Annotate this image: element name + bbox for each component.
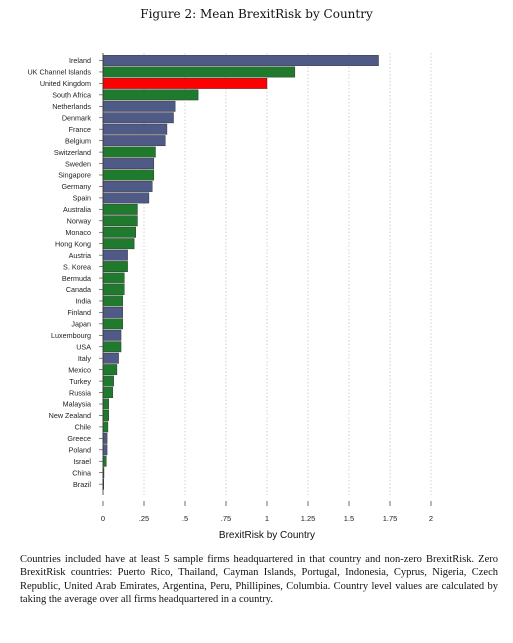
x-tick-label: .75 — [221, 514, 231, 523]
bar — [102, 135, 166, 147]
bar — [102, 410, 109, 421]
bar — [102, 421, 109, 433]
category-label: Italy — [78, 354, 92, 363]
category-label: Germany — [61, 182, 91, 191]
category-label: Japan — [71, 320, 91, 329]
bar — [102, 455, 107, 467]
category-label: United Kingdom — [40, 79, 91, 88]
category-label: Mexico — [68, 365, 91, 374]
category-label: Monaco — [65, 228, 91, 237]
bar — [102, 238, 135, 250]
bar — [102, 284, 125, 295]
bar — [102, 123, 168, 135]
category-label: Denmark — [62, 113, 92, 122]
bar — [102, 387, 114, 398]
x-tick-label: 2 — [429, 514, 433, 523]
category-label: Finland — [67, 308, 91, 317]
bar — [102, 100, 176, 112]
category-label: France — [69, 125, 91, 134]
bar — [102, 158, 155, 169]
category-label: India — [75, 297, 91, 306]
category-label: Chile — [75, 423, 91, 432]
category-label: Sweden — [65, 159, 91, 168]
bar — [102, 55, 379, 66]
bar — [102, 272, 125, 284]
category-label: Canada — [66, 285, 91, 294]
bar — [102, 329, 122, 341]
category-label: Greece — [67, 434, 91, 443]
x-tick-label: .5 — [182, 514, 188, 523]
x-tick-label: 1.5 — [344, 514, 354, 523]
x-tick-label: .25 — [139, 514, 149, 523]
category-label: S. Korea — [63, 262, 91, 271]
category-label: Netherlands — [52, 102, 91, 111]
x-tick-label: 1.25 — [301, 514, 316, 523]
category-label: Poland — [69, 446, 91, 455]
bar — [102, 226, 136, 238]
bar — [102, 398, 109, 410]
bar — [102, 307, 123, 318]
figure-title: Figure 2: Mean BrexitRisk by Country — [140, 7, 373, 21]
category-label: China — [72, 468, 91, 477]
x-tick-label: 1 — [265, 514, 269, 523]
figure-caption: Countries included have at least 5 sampl… — [20, 554, 498, 605]
x-tick-label: 0 — [101, 514, 105, 523]
category-label: USA — [76, 342, 91, 351]
bar — [102, 77, 268, 89]
bar — [102, 375, 114, 387]
bar — [102, 352, 119, 364]
bar — [102, 444, 108, 456]
category-label: New Zealand — [49, 411, 91, 420]
category-label: Austria — [69, 251, 91, 260]
bar — [102, 146, 156, 158]
category-label: Switzerland — [54, 148, 91, 157]
category-label: Ireland — [69, 56, 91, 65]
category-label: Belgium — [65, 136, 91, 145]
category-label: Hong Kong — [55, 239, 91, 248]
bar — [102, 215, 138, 227]
category-label: Israel — [73, 457, 91, 466]
bar — [102, 112, 174, 124]
category-label: Luxembourg — [51, 331, 91, 340]
category-label: Malaysia — [63, 400, 91, 409]
category-label: South Africa — [52, 91, 91, 100]
bar — [102, 169, 155, 181]
bar — [102, 249, 128, 261]
bar — [102, 66, 296, 78]
category-label: UK Channel Islands — [27, 68, 91, 77]
bar — [102, 295, 123, 307]
category-label: Singapore — [58, 171, 91, 180]
bar — [102, 341, 122, 353]
bar — [102, 203, 138, 215]
x-axis-label: BrexitRisk by Country — [219, 530, 315, 541]
bar — [102, 364, 118, 376]
bar — [102, 89, 199, 101]
category-label: Turkey — [69, 377, 91, 386]
category-label: Bermuda — [62, 274, 91, 283]
category-label: Spain — [73, 194, 91, 203]
bar — [102, 318, 123, 330]
category-label: Norway — [67, 217, 92, 226]
bar — [102, 432, 108, 444]
bar — [102, 192, 150, 204]
category-label: Australia — [63, 205, 91, 214]
category-label: Brazil — [73, 480, 91, 489]
bar — [102, 261, 128, 272]
x-tick-label: 1.75 — [383, 514, 398, 523]
bar-chart: Ireland UK Channel Islands United Kingdom S… — [27, 53, 433, 541]
category-label: Russia — [69, 388, 91, 397]
bar — [102, 181, 153, 192]
